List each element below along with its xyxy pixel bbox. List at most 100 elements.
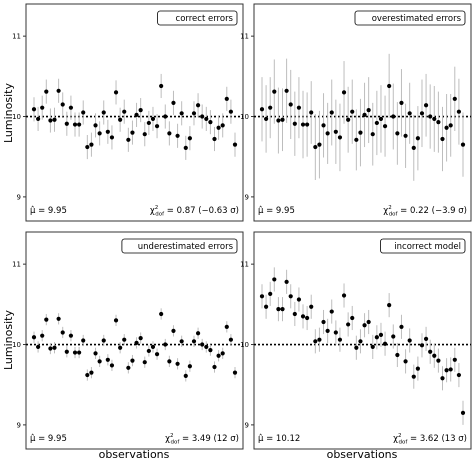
data-point [220,351,225,356]
data-point [284,88,289,93]
data-point [89,370,94,375]
data-point [212,364,217,370]
data-point [460,142,466,147]
chi-label: χ2 dof = 3.62 (13 σ) [393,433,467,446]
data-point [48,346,53,351]
data-point [432,353,437,358]
data-point [97,359,102,364]
data-point [183,373,188,378]
data-point [48,118,53,123]
data-point [138,107,143,113]
data-point [341,90,347,95]
data-point [109,363,115,368]
xlabel-left: observations [99,448,170,461]
data-point [333,330,338,335]
data-point [134,112,139,118]
data-point [36,116,41,122]
data-point [419,343,425,348]
data-point [321,319,326,325]
data-point [346,117,351,122]
data-point [97,131,102,136]
data-point [288,102,293,107]
data-point [329,309,334,314]
data-point [407,338,412,343]
data-point [187,364,192,369]
data-point [313,339,318,344]
data-point [130,130,135,135]
data-point [52,345,57,350]
data-point [122,337,127,342]
data-point [354,345,359,350]
mu-label: μ̂ = 10.12 [258,433,300,444]
panel-2: 9 10 11 overestimated errors μ̂ = 9.95 χ2 dof … [240,3,472,222]
ytick-label: 10 [12,341,21,349]
data-point [109,135,115,140]
data-point [93,351,98,356]
data-point [228,337,233,342]
data-point [204,116,209,122]
data-point [154,352,160,357]
data-point [419,111,425,116]
data-point [77,122,82,127]
data-point [40,105,45,110]
panel-title: incorrect model [394,242,461,252]
data-point [411,145,416,150]
data-point [163,342,168,347]
data-point [204,344,209,350]
data-point [175,133,180,138]
data-point [321,123,326,128]
data-point [224,96,229,101]
ylabel-top: Luminosity [2,83,15,143]
data-point [179,339,184,344]
data-point [89,142,94,147]
data-point [432,116,437,122]
data-point [81,338,86,343]
data-point [113,318,119,323]
data-point [440,376,445,381]
data-point [268,291,273,296]
data-point [101,338,106,343]
data-point [85,372,90,378]
data-point [142,132,147,137]
data-point [60,330,65,335]
mu-label: μ̂ = 9.95 [258,205,295,216]
data-point [272,89,277,94]
data-point [350,315,355,321]
ytick-label: 9 [245,193,249,201]
data-point [146,120,151,126]
data-point [175,361,180,366]
data-point [195,103,201,108]
data-point [407,111,412,116]
data-point [56,316,61,321]
ytick-label: 11 [240,33,249,41]
data-point [452,96,457,101]
data-point [228,109,233,114]
ytick-label: 11 [240,261,249,269]
data-point [436,120,441,125]
data-point [167,359,172,364]
panel-frame [25,231,244,450]
data-point [93,123,98,128]
data-point [191,339,197,344]
data-point [68,333,74,338]
data-point [72,350,78,355]
data-point [428,349,433,354]
ytick-label: 10 [12,113,21,121]
data-point [142,360,147,365]
data-point [387,303,392,308]
data-point [370,344,375,350]
data-point [415,366,420,371]
data-point [411,374,416,379]
title-box [121,238,238,254]
data-point [64,121,69,126]
data-point [325,131,330,136]
data-point [440,136,445,142]
data-point [150,116,156,122]
ytick-label: 9 [17,193,21,201]
panel-title: overestimated errors [372,14,462,24]
mu-label: μ̂ = 9.95 [30,205,67,216]
ytick-label: 9 [245,421,249,429]
data-point [232,142,238,147]
data-point [300,122,306,127]
